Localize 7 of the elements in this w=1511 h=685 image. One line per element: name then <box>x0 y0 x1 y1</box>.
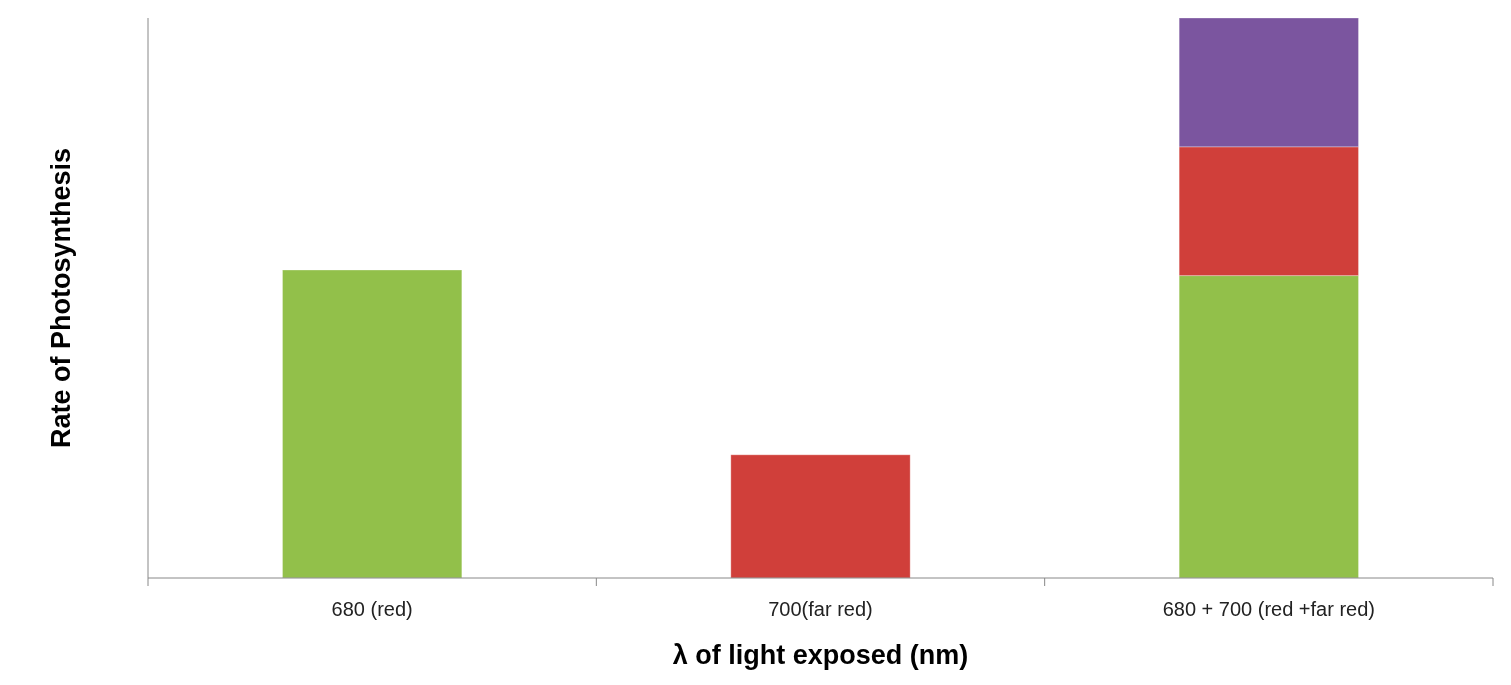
x-axis-title: λ of light exposed (nm) <box>672 640 969 670</box>
bar <box>282 269 463 579</box>
bar <box>730 454 911 579</box>
x-tick-label: 700(far red) <box>768 598 873 620</box>
y-axis-title: Rate of Photosynthesis <box>46 147 76 449</box>
x-tick-label: 680 (red) <box>331 598 413 620</box>
x-tick-label: 680 + 700 (red +far red) <box>1162 598 1376 620</box>
